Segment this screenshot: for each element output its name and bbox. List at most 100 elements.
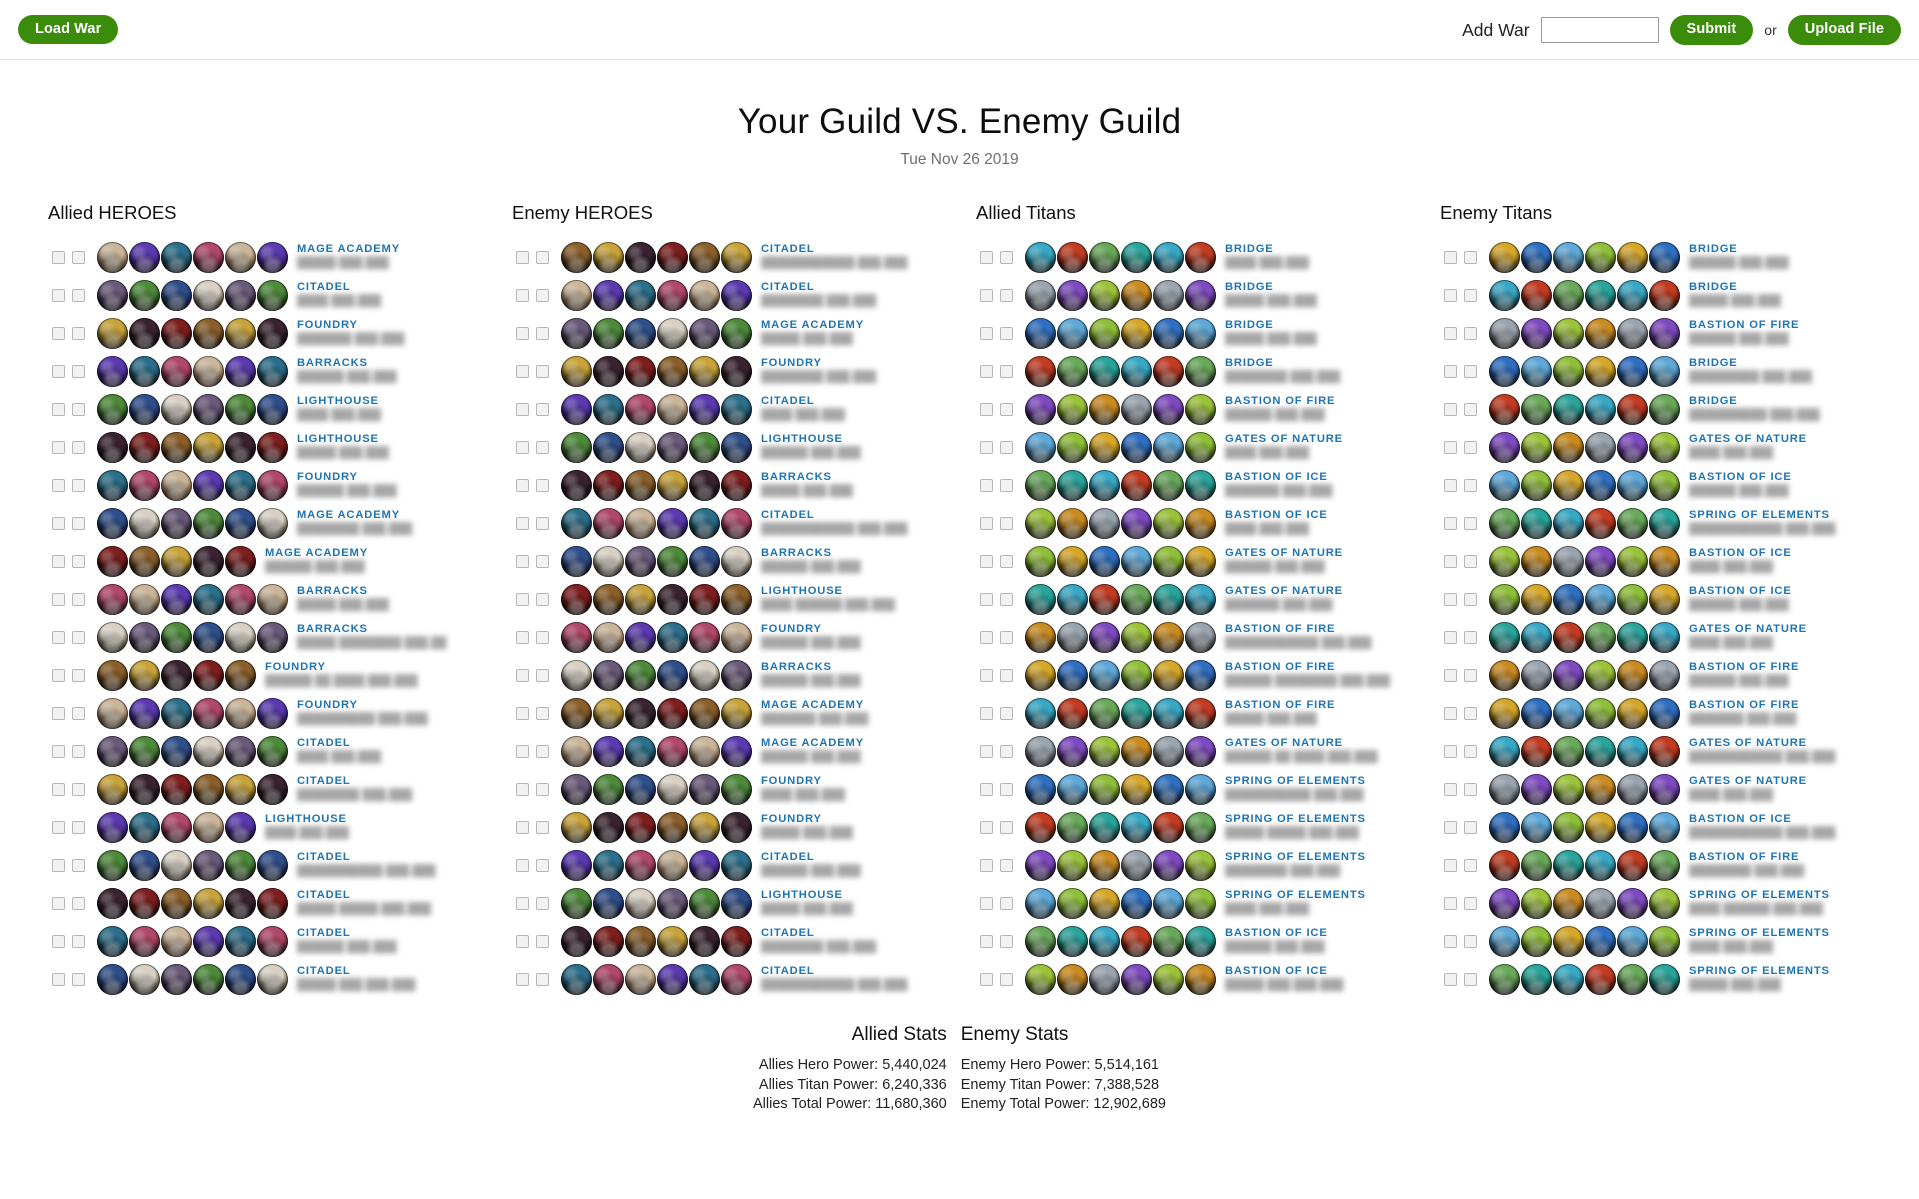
roster-row[interactable]: BASTION OF FIRE ████████ ███,███ bbox=[1440, 846, 1904, 884]
row-select-checkbox-b[interactable] bbox=[1000, 630, 1013, 644]
row-select-checkbox-b[interactable] bbox=[1464, 250, 1477, 264]
row-select-checkbox-a[interactable] bbox=[1444, 706, 1457, 720]
row-select-checkbox-a[interactable] bbox=[1444, 820, 1457, 834]
row-select-checkbox-a[interactable] bbox=[980, 288, 993, 302]
roster-row[interactable]: BASTION OF ICE ███████ ███,███ bbox=[976, 466, 1440, 504]
row-select-checkbox-b[interactable] bbox=[536, 326, 549, 340]
row-select-checkbox-a[interactable] bbox=[516, 706, 529, 720]
row-select-checkbox-a[interactable] bbox=[516, 516, 529, 530]
roster-row[interactable]: FOUNDRY ██████ ███,███ bbox=[512, 618, 976, 656]
row-select-checkbox-a[interactable] bbox=[516, 402, 529, 416]
submit-button[interactable]: Submit bbox=[1669, 15, 1754, 45]
row-select-checkbox-b[interactable] bbox=[72, 250, 85, 264]
roster-row[interactable]: GATES OF NATURE ████████████ ███,███ bbox=[1440, 732, 1904, 770]
row-select-checkbox-b[interactable] bbox=[536, 402, 549, 416]
row-select-checkbox-b[interactable] bbox=[1464, 326, 1477, 340]
row-select-checkbox-b[interactable] bbox=[536, 972, 549, 986]
row-select-checkbox-a[interactable] bbox=[1444, 554, 1457, 568]
row-select-checkbox-b[interactable] bbox=[536, 630, 549, 644]
row-select-checkbox-a[interactable] bbox=[980, 592, 993, 606]
row-select-checkbox-a[interactable] bbox=[1444, 478, 1457, 492]
row-select-checkbox-a[interactable] bbox=[516, 478, 529, 492]
row-select-checkbox-b[interactable] bbox=[72, 364, 85, 378]
row-select-checkbox-a[interactable] bbox=[52, 250, 65, 264]
roster-row[interactable]: GATES OF NATURE ████ ███,███ bbox=[976, 428, 1440, 466]
row-select-checkbox-a[interactable] bbox=[1444, 364, 1457, 378]
row-select-checkbox-b[interactable] bbox=[536, 782, 549, 796]
roster-row[interactable]: SPRING OF ELEMENTS ████ ███,███ bbox=[976, 884, 1440, 922]
row-select-checkbox-a[interactable] bbox=[1444, 858, 1457, 872]
row-select-checkbox-a[interactable] bbox=[52, 744, 65, 758]
roster-row[interactable]: SPRING OF ELEMENTS ████████████ ███,███ bbox=[1440, 504, 1904, 542]
roster-row[interactable]: GATES OF NATURE ████ ███,███ bbox=[1440, 428, 1904, 466]
row-select-checkbox-b[interactable] bbox=[536, 896, 549, 910]
row-select-checkbox-a[interactable] bbox=[980, 934, 993, 948]
row-select-checkbox-a[interactable] bbox=[980, 706, 993, 720]
roster-row[interactable]: BARRACKS █████ ████████ ███,██ bbox=[48, 618, 512, 656]
row-select-checkbox-b[interactable] bbox=[1000, 668, 1013, 682]
row-select-checkbox-b[interactable] bbox=[72, 858, 85, 872]
upload-file-button[interactable]: Upload File bbox=[1787, 15, 1901, 45]
roster-row[interactable]: SPRING OF ELEMENTS ████████ ███,███ bbox=[976, 846, 1440, 884]
row-select-checkbox-b[interactable] bbox=[1464, 820, 1477, 834]
roster-row[interactable]: BASTION OF FIRE █████ ███,███ bbox=[976, 694, 1440, 732]
roster-row[interactable]: GATES OF NATURE ██████ ███,███ bbox=[976, 542, 1440, 580]
roster-row[interactable]: BASTION OF ICE ████ ███,███ bbox=[1440, 542, 1904, 580]
row-select-checkbox-a[interactable] bbox=[980, 250, 993, 264]
row-select-checkbox-b[interactable] bbox=[1000, 326, 1013, 340]
row-select-checkbox-b[interactable] bbox=[536, 858, 549, 872]
row-select-checkbox-a[interactable] bbox=[52, 592, 65, 606]
row-select-checkbox-a[interactable] bbox=[52, 288, 65, 302]
row-select-checkbox-a[interactable] bbox=[52, 478, 65, 492]
roster-row[interactable]: FOUNDRY ████████ ███,███ bbox=[512, 352, 976, 390]
roster-row[interactable]: BRIDGE ██████ ███,███ bbox=[1440, 238, 1904, 276]
row-select-checkbox-a[interactable] bbox=[980, 630, 993, 644]
roster-row[interactable]: FOUNDRY ████ ███,███ bbox=[512, 770, 976, 808]
roster-row[interactable]: SPRING OF ELEMENTS █████ ███,███ bbox=[1440, 960, 1904, 998]
row-select-checkbox-b[interactable] bbox=[1464, 858, 1477, 872]
row-select-checkbox-b[interactable] bbox=[1464, 668, 1477, 682]
row-select-checkbox-b[interactable] bbox=[1464, 630, 1477, 644]
row-select-checkbox-b[interactable] bbox=[72, 934, 85, 948]
row-select-checkbox-b[interactable] bbox=[1000, 364, 1013, 378]
roster-row[interactable]: FOUNDRY ██████ ███,███ bbox=[48, 466, 512, 504]
row-select-checkbox-b[interactable] bbox=[1464, 706, 1477, 720]
roster-row[interactable]: CITADEL ████████████ ███,███ bbox=[512, 960, 976, 998]
row-select-checkbox-b[interactable] bbox=[72, 630, 85, 644]
roster-row[interactable]: SPRING OF ELEMENTS ████ ███,███ bbox=[1440, 922, 1904, 960]
roster-row[interactable]: FOUNDRY █████ ███,███ bbox=[512, 808, 976, 846]
row-select-checkbox-b[interactable] bbox=[536, 744, 549, 758]
roster-row[interactable]: LIGHTHOUSE ████ ██████ ███,███ bbox=[512, 580, 976, 618]
roster-row[interactable]: BASTION OF ICE ██████ ███,███ bbox=[976, 922, 1440, 960]
row-select-checkbox-a[interactable] bbox=[52, 934, 65, 948]
row-select-checkbox-a[interactable] bbox=[980, 972, 993, 986]
row-select-checkbox-a[interactable] bbox=[980, 554, 993, 568]
row-select-checkbox-b[interactable] bbox=[1000, 402, 1013, 416]
row-select-checkbox-b[interactable] bbox=[1464, 896, 1477, 910]
row-select-checkbox-a[interactable] bbox=[980, 364, 993, 378]
row-select-checkbox-a[interactable] bbox=[516, 820, 529, 834]
row-select-checkbox-b[interactable] bbox=[1000, 554, 1013, 568]
row-select-checkbox-a[interactable] bbox=[52, 440, 65, 454]
row-select-checkbox-a[interactable] bbox=[1444, 630, 1457, 644]
roster-row[interactable]: BASTION OF ICE █████ ███ ███,███ bbox=[976, 960, 1440, 998]
row-select-checkbox-a[interactable] bbox=[52, 820, 65, 834]
row-select-checkbox-b[interactable] bbox=[1464, 516, 1477, 530]
roster-row[interactable]: FOUNDRY ██████ ██ ████ ███,███ bbox=[48, 656, 512, 694]
row-select-checkbox-b[interactable] bbox=[72, 782, 85, 796]
row-select-checkbox-b[interactable] bbox=[536, 934, 549, 948]
row-select-checkbox-b[interactable] bbox=[1464, 592, 1477, 606]
row-select-checkbox-a[interactable] bbox=[52, 972, 65, 986]
row-select-checkbox-a[interactable] bbox=[516, 896, 529, 910]
row-select-checkbox-a[interactable] bbox=[516, 668, 529, 682]
row-select-checkbox-b[interactable] bbox=[536, 364, 549, 378]
row-select-checkbox-a[interactable] bbox=[52, 554, 65, 568]
roster-row[interactable]: MAGE ACADEMY █████ ███,███ bbox=[512, 314, 976, 352]
roster-row[interactable]: BRIDGE █████ ███,███ bbox=[976, 276, 1440, 314]
roster-row[interactable]: GATES OF NATURE ██████ ██ ████ ███,███ bbox=[976, 732, 1440, 770]
roster-row[interactable]: CITADEL ██████ ███,███ bbox=[512, 846, 976, 884]
row-select-checkbox-b[interactable] bbox=[536, 516, 549, 530]
row-select-checkbox-a[interactable] bbox=[52, 402, 65, 416]
roster-row[interactable]: BASTION OF FIRE ████████████ ███,███ bbox=[976, 618, 1440, 656]
roster-row[interactable]: BARRACKS ██████ ███,███ bbox=[48, 352, 512, 390]
